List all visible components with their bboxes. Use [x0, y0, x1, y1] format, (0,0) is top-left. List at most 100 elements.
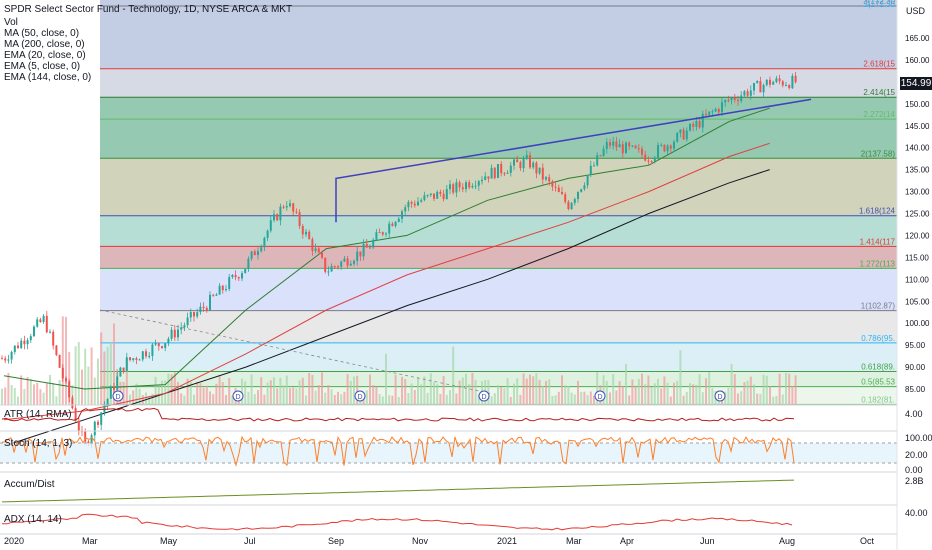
- candle-body: [164, 343, 167, 348]
- candle-body: [484, 176, 487, 180]
- candle-body: [433, 193, 435, 199]
- legend-ma50[interactable]: MA (50, close, 0): [4, 28, 80, 39]
- volume-bar: [87, 366, 90, 405]
- volume-bar: [170, 374, 173, 405]
- time-tick-label: Oct: [860, 536, 875, 546]
- volume-bar: [17, 396, 19, 405]
- volume-bar: [151, 393, 154, 405]
- candle-body: [154, 343, 157, 345]
- volume-bar: [340, 394, 343, 405]
- candle-body: [535, 162, 538, 174]
- time-tick-label: Jun: [700, 536, 715, 546]
- volume-bar: [468, 384, 471, 405]
- fib-label-1.618: 1.618(124: [859, 207, 896, 216]
- volume-bar: [413, 389, 416, 405]
- volume-bar: [535, 373, 538, 405]
- candle-body: [209, 294, 211, 311]
- volume-bar: [289, 388, 291, 405]
- volume-bar: [346, 374, 349, 405]
- volume-bar: [257, 390, 259, 405]
- atr-tick-4: 4.00: [905, 409, 923, 419]
- candle-body: [429, 193, 432, 195]
- candle-body: [228, 277, 231, 290]
- volume-bar: [228, 378, 231, 405]
- legend-ma200[interactable]: MA (200, close, 0): [4, 39, 85, 50]
- legend-ema144[interactable]: EMA (144, close, 0): [4, 72, 92, 83]
- candle-body: [583, 185, 586, 190]
- volume-bar: [567, 386, 570, 405]
- candle-body: [215, 294, 218, 296]
- candle-body: [506, 172, 509, 174]
- candle-body: [605, 142, 608, 149]
- legend-ema5[interactable]: EMA (5, close, 0): [4, 61, 81, 72]
- fib-label-0.182: 0.182(81.: [861, 395, 895, 404]
- candle-body: [394, 221, 397, 227]
- candle-body: [122, 367, 125, 371]
- volume-bar: [388, 395, 391, 405]
- volume-bar: [644, 384, 647, 405]
- volume-bar: [199, 383, 202, 405]
- volume-bar: [621, 385, 624, 405]
- candle-body: [493, 167, 496, 179]
- candle-body: [609, 142, 611, 146]
- time-tick-label: Mar: [82, 536, 98, 546]
- volume-bar: [330, 389, 333, 405]
- volume-bar: [138, 388, 141, 405]
- candle-body: [557, 187, 560, 193]
- ma200-line: [3, 169, 770, 447]
- candle-body: [612, 141, 615, 146]
- volume-bar: [564, 385, 567, 405]
- volume-bar: [730, 363, 733, 405]
- candle-body: [577, 191, 579, 200]
- candle-body: [298, 212, 301, 227]
- candle-body: [349, 263, 352, 266]
- adx-label[interactable]: ADX (14, 14): [4, 514, 62, 525]
- atr-line: [1, 407, 795, 422]
- candle-body: [724, 100, 727, 103]
- candle-body: [173, 329, 176, 338]
- time-tick-label: 2021: [497, 536, 517, 546]
- legend-ema20[interactable]: EMA (20, close, 0): [4, 50, 86, 61]
- volume-bar: [647, 375, 650, 405]
- volume-bar: [653, 383, 656, 405]
- candle-body: [615, 141, 618, 148]
- candle-body: [679, 129, 682, 133]
- candle-body: [10, 352, 13, 360]
- volume-bar: [61, 316, 64, 405]
- volume-bar: [263, 394, 266, 405]
- volume-bar: [90, 347, 93, 405]
- candle-body: [301, 226, 304, 235]
- volume-bar: [132, 390, 135, 405]
- accum-label[interactable]: Accum/Dist: [4, 479, 55, 490]
- candle-body: [257, 251, 259, 256]
- candle-body: [260, 247, 263, 252]
- fib-label-0.618: 0.618(89.: [861, 362, 895, 371]
- candle-body: [714, 109, 717, 112]
- candle-body: [311, 239, 314, 251]
- candle-body: [727, 100, 730, 102]
- candle-body: [221, 285, 224, 291]
- symbol-title[interactable]: SPDR Select Sector Fund - Technology, 1D…: [4, 4, 293, 15]
- candle-body: [509, 165, 512, 173]
- volume-bar: [669, 396, 672, 405]
- stoch-label[interactable]: Stoch (14, 1, 3): [4, 438, 73, 449]
- volume-bar: [145, 392, 147, 405]
- volume-bar: [39, 389, 42, 405]
- candles: [1, 71, 797, 449]
- legend-vol[interactable]: Vol: [4, 17, 18, 28]
- volume-bar: [106, 346, 109, 405]
- candle-body: [196, 312, 199, 317]
- volume-bar: [378, 393, 381, 405]
- volume-bar: [1, 388, 3, 405]
- price-tick-label: 125.00: [905, 210, 930, 219]
- time-tick-label: Nov: [412, 536, 429, 546]
- fib-label-top: 3(172.30: [863, 0, 895, 9]
- volume-bar: [708, 372, 711, 405]
- candle-body: [106, 398, 109, 406]
- candle-body: [330, 266, 333, 272]
- volume-bar: [477, 394, 480, 405]
- volume-bar: [455, 393, 458, 405]
- atr-label[interactable]: ATR (14, RMA): [4, 409, 72, 420]
- volume-bar: [490, 396, 493, 405]
